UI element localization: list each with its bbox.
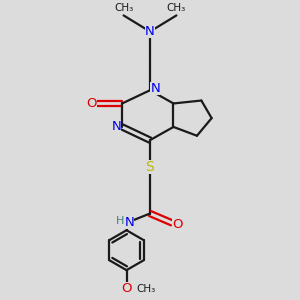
Text: S: S: [146, 160, 154, 174]
Text: O: O: [121, 282, 132, 296]
Text: CH₃: CH₃: [137, 284, 156, 294]
Text: N: N: [111, 120, 121, 134]
Text: N: N: [124, 216, 134, 230]
Text: O: O: [87, 97, 97, 110]
Text: CH₃: CH₃: [114, 3, 133, 13]
Text: O: O: [172, 218, 182, 231]
Text: CH₃: CH₃: [167, 3, 186, 13]
Text: N: N: [150, 82, 160, 95]
Text: H: H: [116, 216, 124, 226]
Text: N: N: [145, 25, 155, 38]
